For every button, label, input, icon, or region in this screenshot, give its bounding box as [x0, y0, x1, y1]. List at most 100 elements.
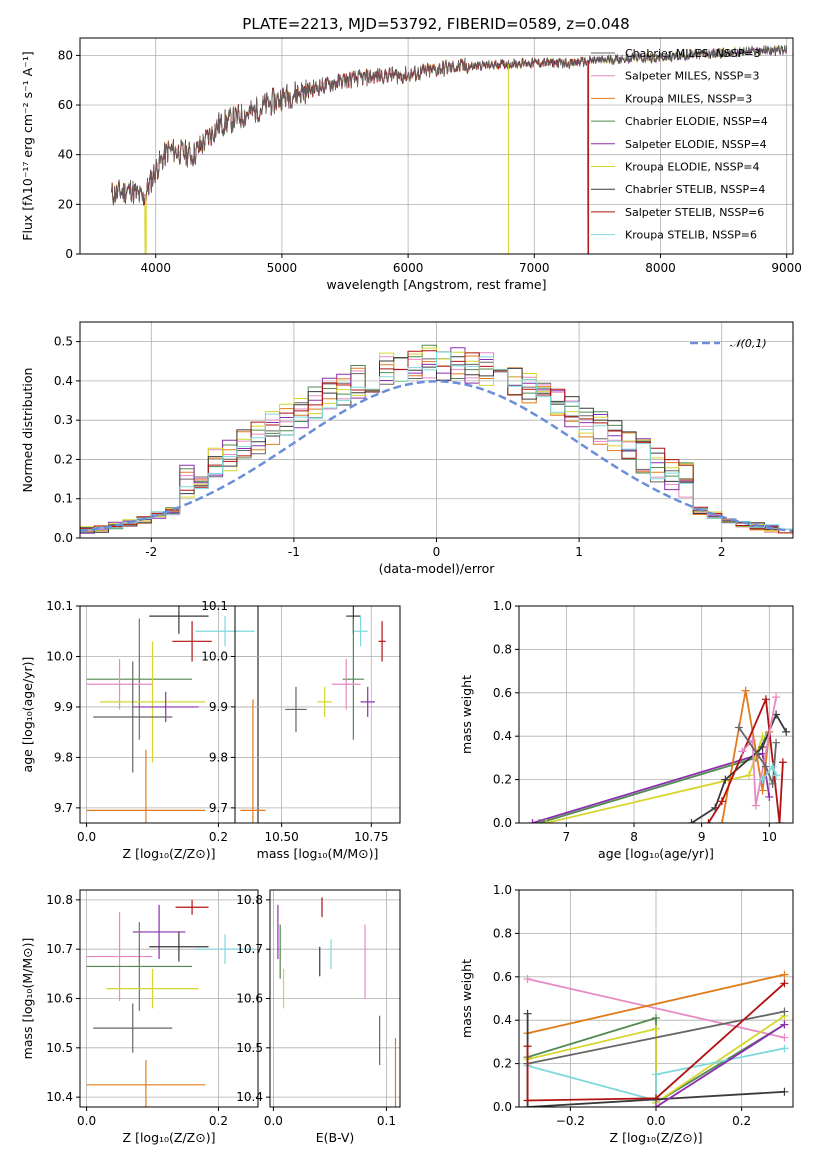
weight-marker: [523, 1096, 532, 1105]
y-axis-label: mass weight: [459, 959, 474, 1038]
x-tick-label: −0.2: [556, 1114, 585, 1128]
axes-frame: [79, 321, 794, 539]
y-axis-label: mass [log₁₀(M/M⊙)]: [20, 938, 35, 1060]
massweight-vs-age-panel: 7 8 9 10 0.0 0.2 0.4 0.6 0.8 1.0 age [log₁₀(age/yr…: [459, 599, 794, 861]
x-tick-label: 0.2: [209, 830, 228, 844]
y-tick-label: 0.8: [493, 642, 512, 656]
y-tick-label: 0.5: [54, 335, 73, 349]
y-tick-label: 10.6: [236, 992, 263, 1006]
legend-label: Chabrier MILES, NSSP=3: [625, 47, 761, 60]
weight-marker: [535, 819, 544, 823]
x-tick-label: 8000: [645, 261, 676, 275]
y-tick-label: 10.7: [236, 942, 263, 956]
axes-frame: [518, 605, 794, 824]
spectrum-series-7: [111, 56, 787, 254]
weight-marker: [780, 1020, 789, 1029]
plot-area: [86, 606, 255, 823]
y-tick-label: 9.8: [54, 750, 73, 764]
y-tick-label: 0.4: [54, 374, 73, 388]
y-axis-label: age [log₁₀(age/yr)]: [20, 657, 35, 773]
y-tick-label: 10.5: [236, 1041, 263, 1055]
y-tick-label: 9.7: [209, 801, 228, 815]
weight-marker: [780, 979, 789, 988]
weight-marker: [758, 732, 767, 741]
histogram-series-8: [80, 351, 793, 538]
weight-marker: [717, 797, 726, 806]
x-tick-label: 10.50: [264, 830, 298, 844]
grid-lines: [80, 890, 258, 1107]
weight-marker: [523, 1042, 532, 1051]
y-tick-label: 10.1: [46, 599, 73, 613]
weight-marker: [765, 792, 774, 801]
x-tick-label: 7000: [519, 261, 550, 275]
age-vs-metallicity-panel: 0.0 0.2 9.7 9.8 9.9 10.0 10.1 Z [log₁₀(Z/Z⊙)] ag…: [20, 599, 259, 861]
legend: Chabrier MILES, NSSP=3 Salpeter MILES, NS…: [591, 47, 768, 242]
weight-marker: [758, 775, 767, 784]
weight-marker: [780, 1087, 789, 1096]
y-tick-label: 0.2: [493, 773, 512, 787]
x-tick-label: 9: [698, 830, 706, 844]
x-axis-label: mass [log₁₀(M/M⊙)]: [257, 846, 379, 861]
y-tick-label: 0.4: [493, 1013, 512, 1027]
y-tick-label: 10.0: [46, 649, 73, 663]
y-tick-label: 0.0: [493, 816, 512, 830]
y-tick-label: 0.1: [54, 492, 73, 506]
weight-marker: [780, 970, 789, 979]
x-tick-label: 0.2: [209, 1114, 228, 1128]
legend-label: Salpeter STELIB, NSSP=6: [625, 206, 764, 219]
weight-marker: [775, 819, 784, 823]
axes-frame: [79, 605, 259, 824]
y-tick-label: 0.2: [54, 452, 73, 466]
weight-line-5: [527, 1047, 785, 1102]
y-axis-label: mass weight: [459, 675, 474, 754]
x-tick-label: 0: [433, 545, 441, 559]
y-tick-label: 10.1: [201, 599, 228, 613]
x-tick-label: -2: [145, 545, 157, 559]
weight-marker: [780, 1044, 789, 1053]
grid-lines: [519, 605, 793, 824]
y-tick-label: 1.0: [493, 599, 512, 613]
y-tick-label: 40: [58, 148, 73, 162]
x-axis-label: Z [log₁₀(Z/Z⊙)]: [123, 846, 216, 861]
x-axis-label: Z [log₁₀(Z/Z⊙)]: [123, 1130, 216, 1145]
legend-label: Chabrier ELODIE, NSSP=4: [625, 115, 768, 128]
axes-frame: [518, 889, 794, 1108]
weight-marker: [652, 1024, 660, 1033]
weight-line-4: [691, 712, 787, 823]
x-axis-label: (data-model)/error: [379, 561, 496, 576]
x-tick-label: 1: [575, 545, 583, 559]
x-tick-label: 7: [563, 830, 571, 844]
x-tick-label: 0.0: [77, 1114, 96, 1128]
axes-frame: [79, 37, 794, 255]
weight-marker: [780, 1033, 789, 1042]
weight-line-8: [655, 1023, 785, 1107]
x-tick-label: 0.2: [732, 1114, 751, 1128]
grid-lines: [235, 605, 400, 823]
plot-area: [86, 899, 255, 1107]
axes-frame: [269, 889, 401, 1108]
weight-marker: [751, 801, 760, 810]
grid-lines: [80, 605, 258, 823]
spectrum-series-0: [111, 44, 788, 205]
legend-label: 𝒩(0,1): [730, 337, 767, 350]
y-tick-label: 10.0: [201, 649, 228, 663]
plot-area: [240, 606, 386, 823]
y-tick-label: 0.4: [493, 729, 512, 743]
legend-label: Kroupa MILES, NSSP=3: [625, 92, 752, 105]
y-tick-label: 10.8: [236, 893, 263, 907]
weight-line-6: [741, 696, 777, 806]
weight-line-7: [738, 726, 777, 785]
y-tick-label: 9.7: [54, 801, 73, 815]
weight-marker: [738, 747, 747, 756]
y-tick-label: 10.5: [46, 1041, 73, 1055]
x-tick-label: 0.1: [377, 1114, 396, 1128]
y-tick-label: 10.8: [46, 893, 73, 907]
axes-frame: [234, 605, 401, 824]
y-tick-label: 10.4: [236, 1090, 263, 1104]
y-tick-label: 20: [58, 197, 73, 211]
massweight-vs-metallicity-panel: −0.2 0.0 0.2 0.0 0.2 0.4 0.6 0.8 1.0 Z [log₁₀(Z/Z…: [459, 883, 794, 1145]
plot-area: [111, 44, 788, 254]
chart-title: PLATE=2213, MJD=53792, FIBERID=0589, z=0…: [242, 15, 629, 33]
weight-marker: [748, 736, 757, 745]
